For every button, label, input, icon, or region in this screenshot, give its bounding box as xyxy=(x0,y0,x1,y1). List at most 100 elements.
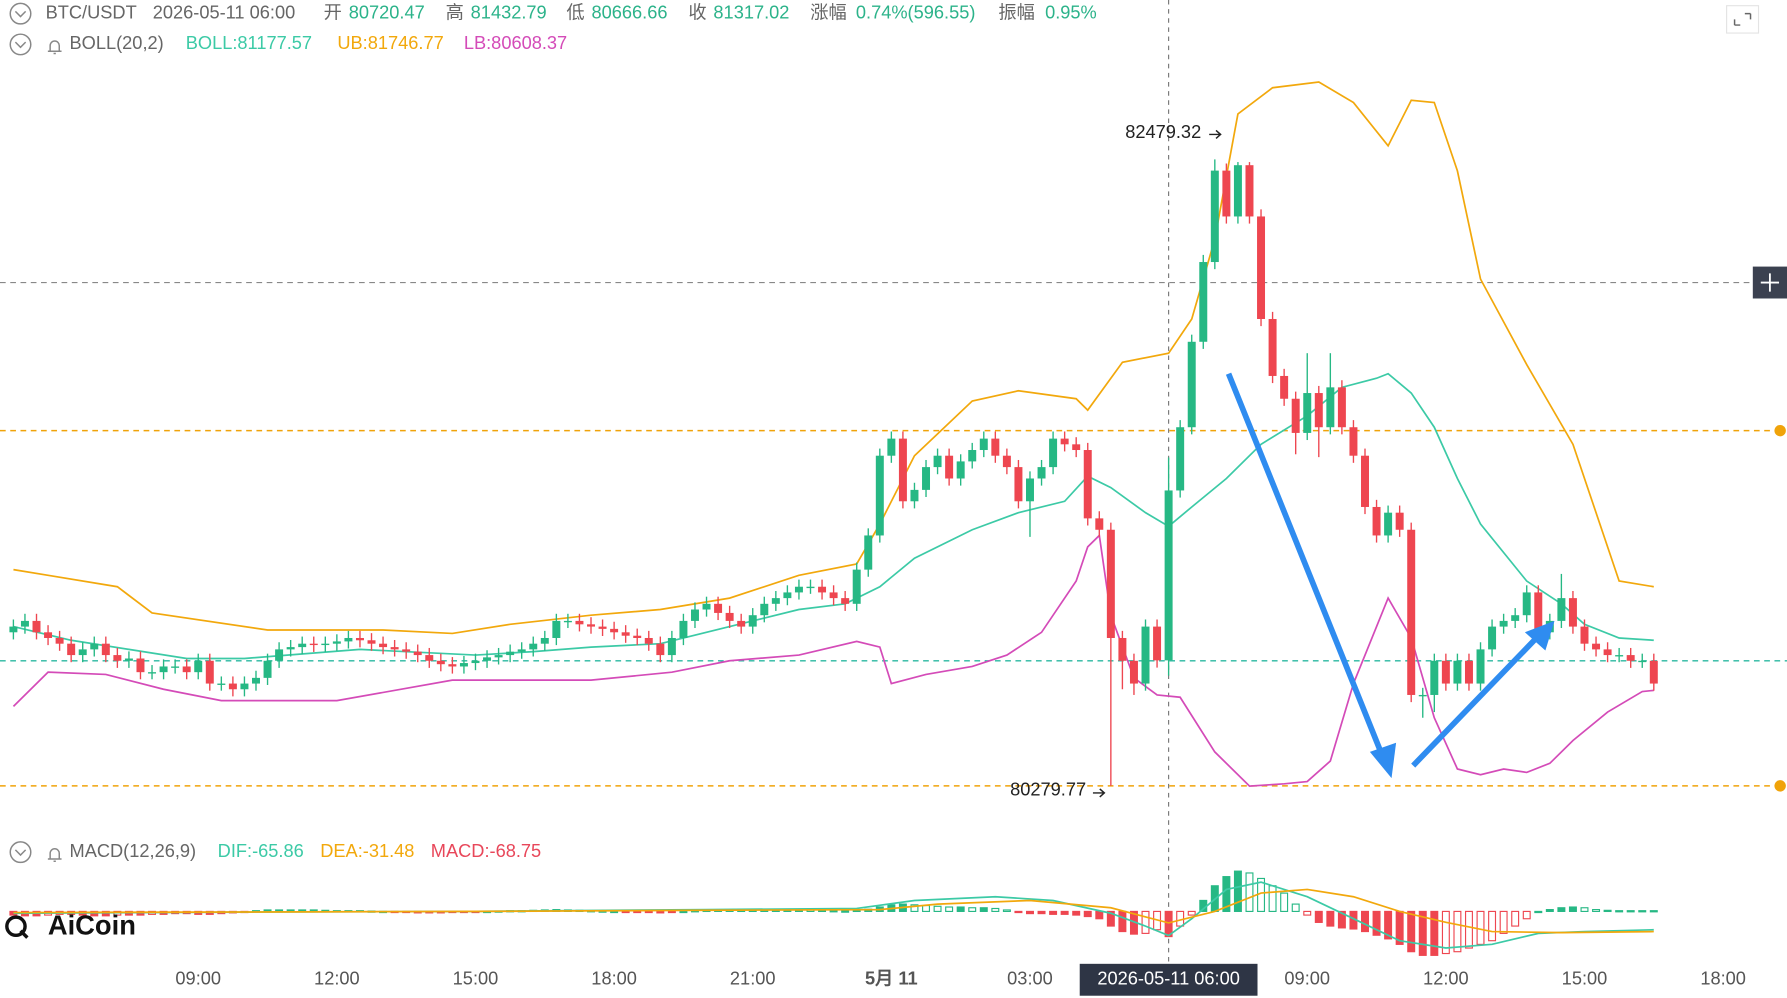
candle-body xyxy=(575,620,584,625)
candle-body xyxy=(1176,427,1185,491)
candle-body xyxy=(656,643,665,656)
macd-bar xyxy=(1291,903,1300,912)
symbol: BTC/USDT xyxy=(46,1,137,22)
candle-body xyxy=(644,637,653,644)
candle-body xyxy=(1222,170,1231,217)
candle-body xyxy=(1511,615,1520,621)
macd-bar xyxy=(1580,907,1589,912)
low-annotation: 80279.77 xyxy=(1010,778,1086,799)
candle-body xyxy=(667,637,676,656)
macd-bar xyxy=(1361,910,1369,933)
macd-bar xyxy=(1592,909,1601,912)
boll-name: BOLL(20,2) xyxy=(70,32,164,53)
x-tick-label: 09:00 xyxy=(175,968,221,989)
macd-bar xyxy=(1326,910,1335,927)
candle-body xyxy=(1268,318,1277,376)
candle-body xyxy=(425,655,434,661)
x-tick-label: 15:00 xyxy=(453,968,499,989)
macd-bar xyxy=(991,907,1000,912)
candle-body xyxy=(529,643,538,650)
candle-body xyxy=(483,657,492,661)
x-tick-label: 12:00 xyxy=(314,968,360,989)
price-line-handle xyxy=(1774,780,1786,792)
candle-body xyxy=(933,455,942,468)
candle-body xyxy=(171,666,180,668)
candle-body xyxy=(448,664,457,667)
close-label: 收 xyxy=(688,1,706,22)
chevron xyxy=(14,849,27,857)
macd-bar xyxy=(979,907,988,912)
expand-button[interactable] xyxy=(1726,5,1760,34)
crosshair-time-box xyxy=(1079,963,1258,996)
boll-legend: BOLL:81177.57 xyxy=(186,32,312,53)
bell-icon[interactable] xyxy=(47,848,62,863)
candle-body xyxy=(32,620,41,633)
collapse-icon[interactable] xyxy=(9,841,32,864)
crosshair-time-label: 2026-05-11 06:00 xyxy=(1097,968,1240,989)
candle-body xyxy=(1568,598,1577,627)
macd-bar xyxy=(1522,910,1531,920)
collapse-icon[interactable] xyxy=(9,2,32,25)
candle-body xyxy=(252,677,260,684)
bell-icon[interactable] xyxy=(47,40,62,55)
macd-bar xyxy=(1014,910,1023,914)
price-line-handle xyxy=(1774,424,1786,437)
macd-bar xyxy=(644,910,653,914)
low-label: 低 xyxy=(566,1,584,22)
macd-bar xyxy=(1106,910,1115,927)
candle-body xyxy=(101,643,110,656)
macd-bar xyxy=(1233,870,1242,912)
macd-bar xyxy=(1060,910,1069,915)
macd-bar xyxy=(1649,910,1658,913)
candle-body xyxy=(968,450,977,462)
candle-body xyxy=(1002,455,1011,468)
x-tick-label: 18:00 xyxy=(591,968,637,989)
macd-legend: DIF:-65.86 xyxy=(218,840,304,861)
plus-icon xyxy=(1760,273,1780,292)
change-value: 0.74%(596.55) xyxy=(856,1,976,22)
candle-body xyxy=(298,643,307,648)
candle-body xyxy=(841,598,850,604)
macd-bar xyxy=(1245,872,1254,912)
candle-body xyxy=(1187,341,1196,428)
macd-legend: MACD:-68.75 xyxy=(431,840,541,861)
candle-body xyxy=(205,660,214,684)
candle-body xyxy=(194,660,203,673)
collapse-icon[interactable] xyxy=(9,33,32,56)
candle-body xyxy=(355,637,364,641)
high-value: 81432.79 xyxy=(471,1,547,22)
candle-body xyxy=(979,438,988,451)
candle-body xyxy=(783,592,792,599)
macd-bar xyxy=(1037,910,1046,915)
macd-bar xyxy=(1083,910,1092,918)
x-tick-label: 12:00 xyxy=(1423,968,1469,989)
watermark: AiCoin xyxy=(5,910,136,941)
candle-body xyxy=(413,651,422,656)
x-tick-label: 09:00 xyxy=(1284,968,1330,989)
candle-body xyxy=(887,438,896,456)
amplitude-value: 0.95% xyxy=(1045,1,1097,22)
macd-bar xyxy=(1534,910,1543,914)
candle-body xyxy=(55,637,64,644)
candle-body xyxy=(309,643,318,646)
macd-bar xyxy=(1638,910,1647,913)
macd-bar xyxy=(1430,910,1439,956)
candle-body xyxy=(1280,375,1289,399)
annotations: 82479.32 80279.77 xyxy=(1010,121,1555,799)
candle-body xyxy=(332,641,341,644)
macd-bar xyxy=(1141,910,1150,934)
macd-bar xyxy=(1049,910,1058,915)
amplitude-label: 振幅 xyxy=(998,1,1034,22)
candle-body xyxy=(90,643,99,650)
candle-body xyxy=(275,649,284,661)
macd-bar xyxy=(1615,910,1624,913)
candle-body xyxy=(945,455,954,479)
x-tick-label: 18:00 xyxy=(1700,968,1746,989)
candle-body xyxy=(714,603,723,613)
macd-bar xyxy=(1557,907,1566,912)
candle-body xyxy=(1199,262,1208,342)
candle-body xyxy=(587,624,595,627)
low-value: 80666.66 xyxy=(591,1,667,22)
candle-body xyxy=(1522,592,1531,616)
trend-arrow xyxy=(1225,372,1387,760)
